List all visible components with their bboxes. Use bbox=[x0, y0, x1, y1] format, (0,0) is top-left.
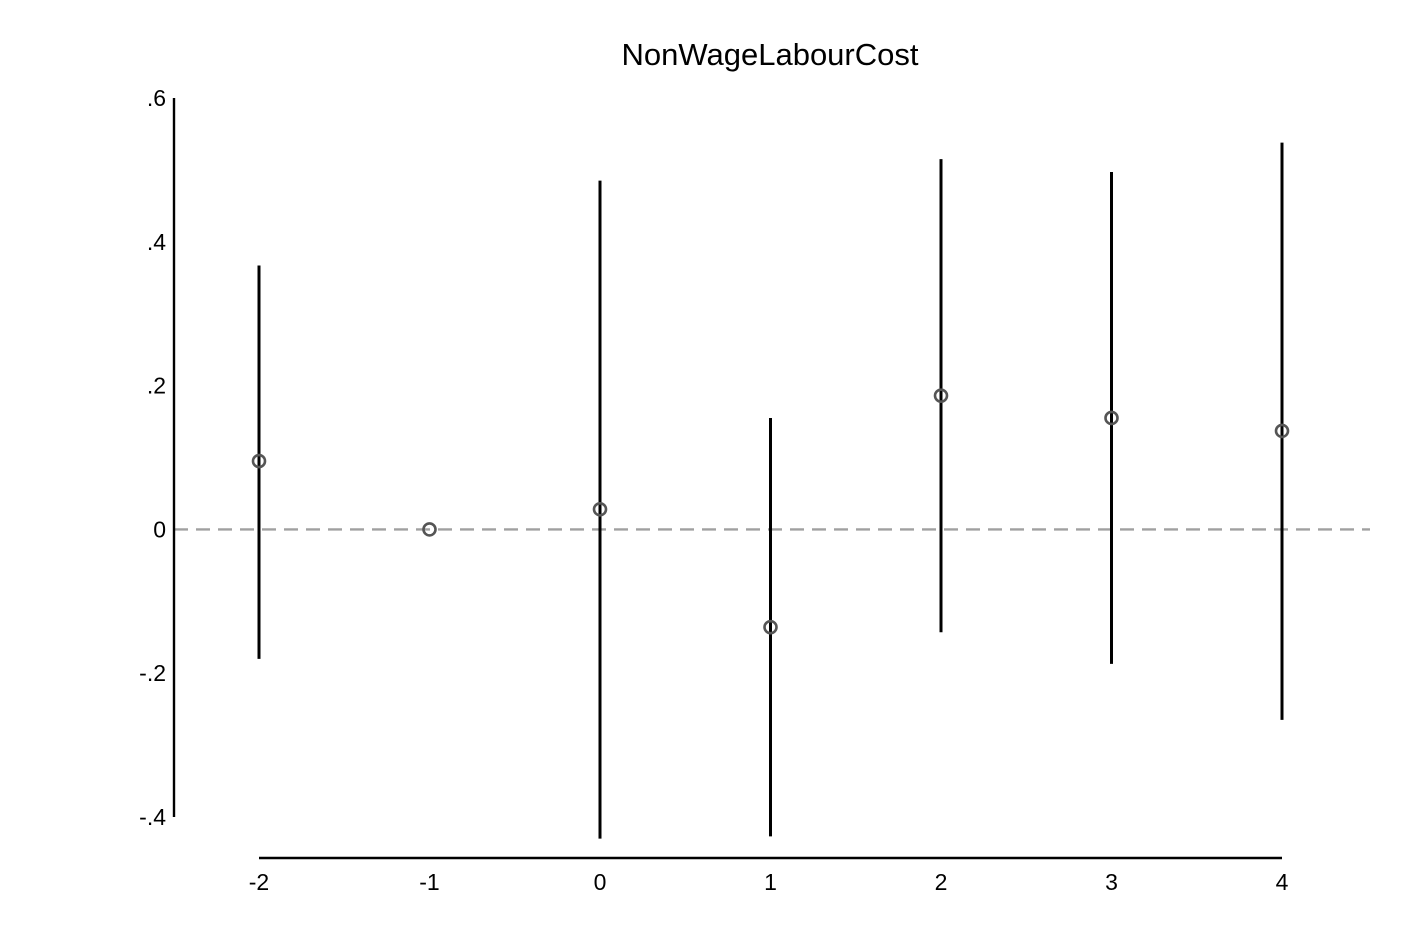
axes-layer bbox=[172, 98, 1282, 860]
x-tick-label: 3 bbox=[1105, 869, 1118, 895]
point-estimate-marker bbox=[422, 522, 437, 537]
point-estimate-marker bbox=[763, 619, 778, 635]
x-tick-label: 1 bbox=[764, 869, 777, 895]
x-tick-label: -2 bbox=[249, 869, 269, 895]
x-tick-label: 0 bbox=[594, 869, 607, 895]
y-tick-label: -.4 bbox=[139, 804, 166, 830]
x-tick-label: 2 bbox=[935, 869, 948, 895]
point-estimate-marker bbox=[1274, 423, 1290, 439]
point-estimate-marker bbox=[251, 453, 267, 469]
y-tick-label: .4 bbox=[147, 229, 166, 255]
y-tick-label: .2 bbox=[147, 373, 166, 399]
point-estimates bbox=[251, 388, 1290, 635]
y-tick-label: -.2 bbox=[139, 660, 166, 686]
x-tick-label: -1 bbox=[419, 869, 439, 895]
tick-labels: .6 .4 .2 0 -.2 -.4 -2 -1 0 1 2 3 4 bbox=[139, 85, 1288, 895]
point-estimate-marker bbox=[933, 388, 949, 403]
point-estimate-marker bbox=[592, 501, 608, 517]
confidence-intervals bbox=[257, 142, 1284, 839]
point-estimate-marker bbox=[1104, 410, 1119, 426]
y-tick-label: 0 bbox=[153, 516, 166, 542]
chart-title: NonWageLabourCost bbox=[622, 37, 919, 72]
y-tick-label: .6 bbox=[147, 85, 166, 111]
x-tick-label: 4 bbox=[1276, 869, 1289, 895]
